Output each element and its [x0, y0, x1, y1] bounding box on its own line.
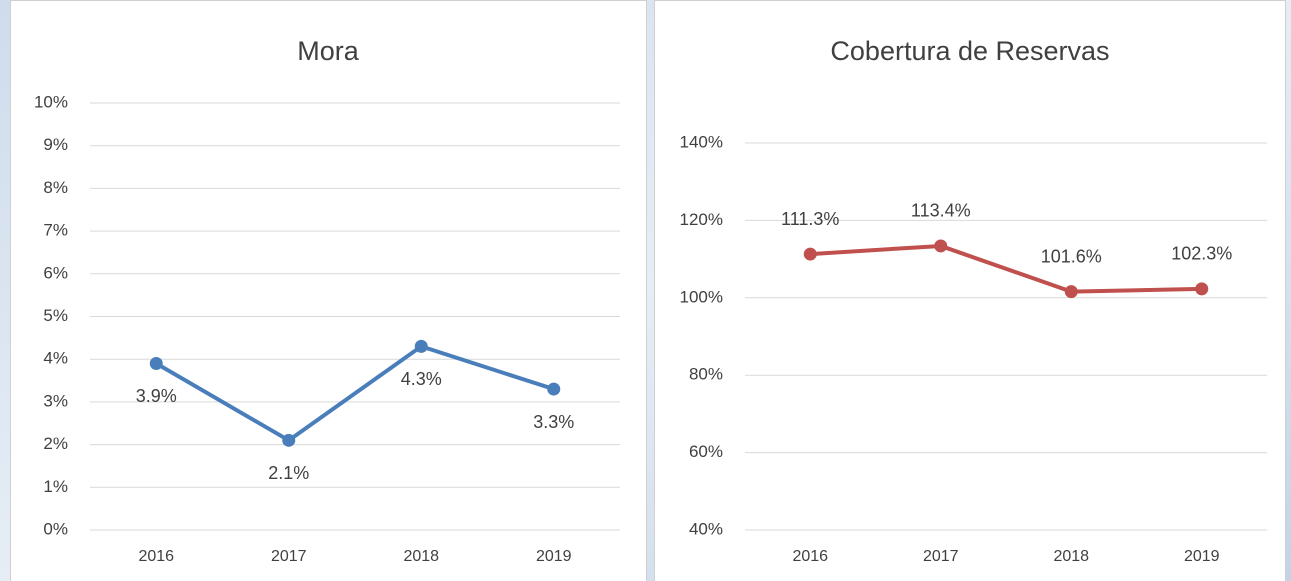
y-tick-label: 0% — [43, 519, 68, 538]
x-tick-label: 2019 — [1184, 548, 1220, 565]
y-tick-label: 2% — [43, 434, 68, 453]
data-label: 113.4% — [911, 201, 971, 221]
marker — [1195, 282, 1209, 296]
y-tick-label: 1% — [43, 477, 68, 496]
data-label: 2.1% — [268, 463, 309, 483]
marker — [934, 239, 948, 253]
y-tick-label: 100% — [680, 287, 723, 306]
data-label: 111.3% — [781, 209, 839, 229]
data-label: 101.6% — [1041, 246, 1102, 266]
y-tick-label: 10% — [34, 92, 68, 111]
y-tick-label: 3% — [43, 391, 68, 410]
x-tick-label: 2018 — [403, 548, 439, 565]
data-label: 3.3% — [533, 412, 574, 432]
chart-title: Mora — [297, 36, 359, 66]
y-tick-label: 5% — [43, 306, 68, 325]
data-label: 3.9% — [136, 386, 177, 406]
x-tick-label: 2016 — [138, 548, 174, 565]
y-tick-label: 80% — [689, 365, 723, 384]
x-tick-label: 2017 — [271, 548, 307, 565]
marker — [1064, 285, 1078, 299]
x-tick-label: 2017 — [923, 548, 959, 565]
marker — [149, 356, 163, 370]
marker — [282, 433, 296, 447]
y-tick-label: 8% — [43, 178, 68, 197]
marker — [414, 339, 428, 353]
y-tick-label: 60% — [689, 442, 723, 461]
marker — [547, 382, 561, 396]
x-tick-label: 2016 — [792, 548, 828, 565]
y-tick-label: 4% — [43, 349, 68, 368]
y-tick-label: 6% — [43, 263, 68, 282]
x-tick-label: 2018 — [1053, 548, 1089, 565]
data-label: 4.3% — [401, 369, 442, 389]
y-tick-label: 140% — [680, 132, 723, 151]
line — [810, 243, 1202, 294]
chart-title: Cobertura de Reservas — [830, 36, 1109, 66]
panel — [10, 0, 647, 581]
y-tick-label: 7% — [43, 221, 68, 240]
y-tick-label: 120% — [680, 210, 723, 229]
marker — [803, 247, 817, 261]
y-tick-label: 40% — [689, 519, 723, 538]
x-tick-label: 2019 — [536, 548, 572, 565]
y-tick-label: 9% — [43, 135, 68, 154]
line — [155, 344, 555, 443]
data-label: 102.3% — [1171, 244, 1232, 264]
